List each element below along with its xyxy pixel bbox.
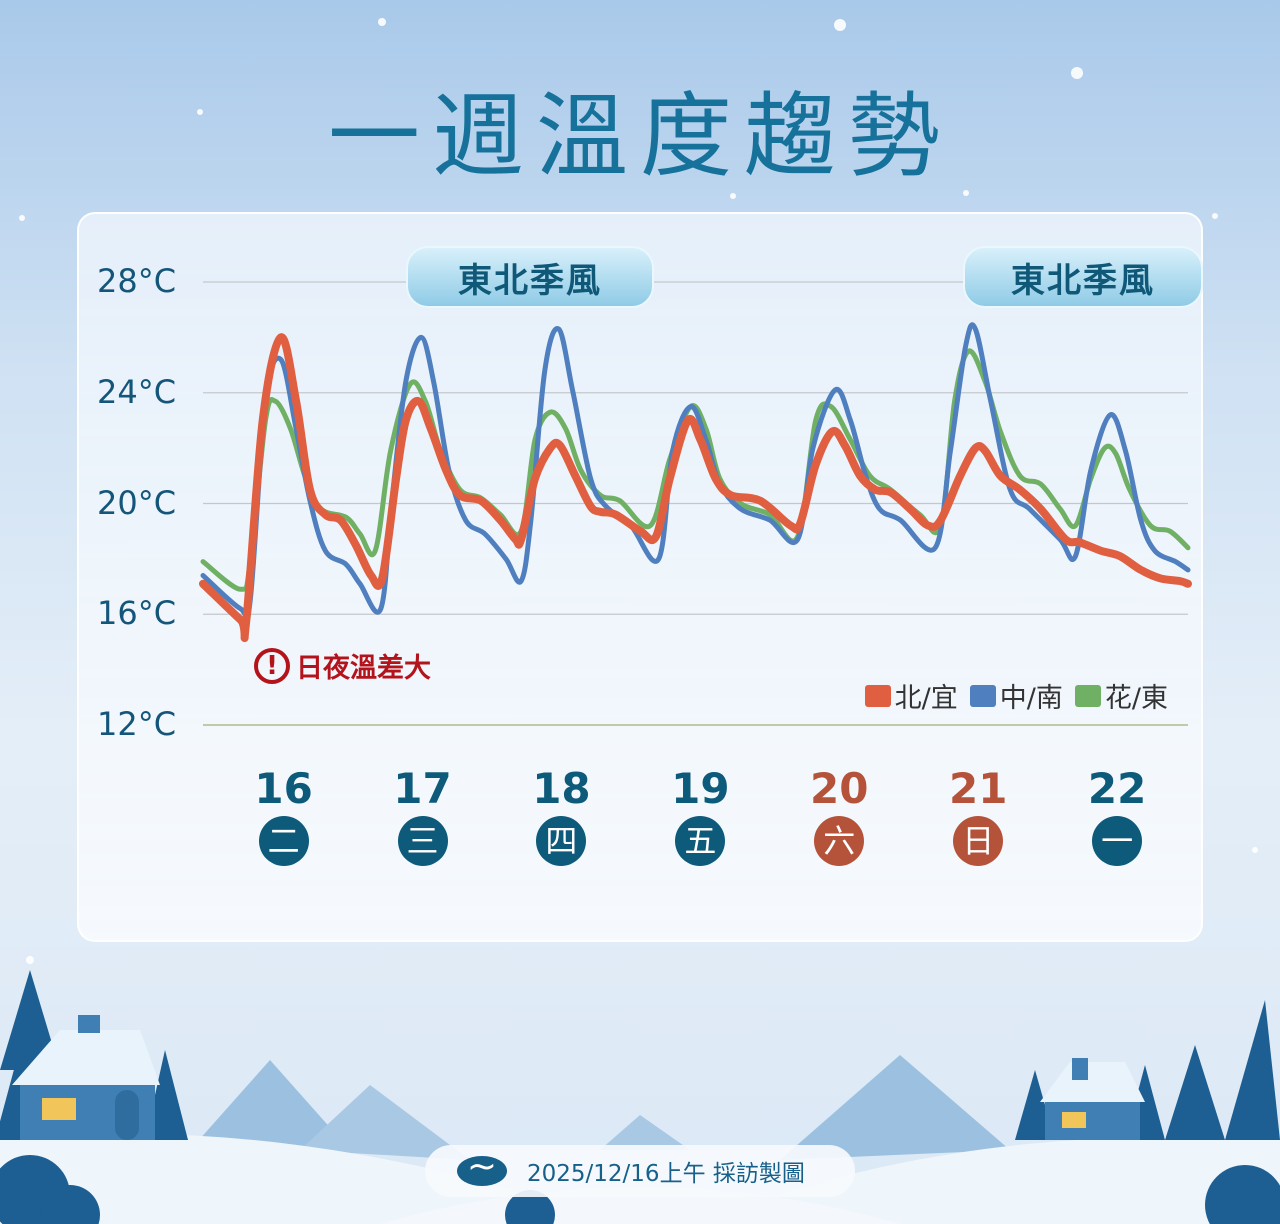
legend-swatch — [969, 684, 996, 707]
x-tick-day: 22 一 — [1072, 764, 1162, 866]
exclamation-circle-icon: ! — [254, 647, 290, 684]
series-line-2 — [200, 348, 1191, 592]
x-tick-day: 21 日 — [933, 764, 1023, 866]
legend-item: 花/東 — [1074, 676, 1168, 715]
legend-label: 北/宜 — [894, 683, 958, 714]
series-line-1 — [200, 322, 1191, 622]
weekday-circle: 六 — [814, 816, 865, 866]
weekday-circle: 四 — [536, 816, 587, 866]
x-tick-day: 17 三 — [378, 764, 468, 866]
day-number: 20 — [810, 764, 869, 813]
mountains — [190, 1055, 1010, 1160]
house-left — [12, 1015, 160, 1140]
y-tick-label: 20°C — [97, 483, 177, 522]
y-tick-label: 16°C — [97, 594, 177, 633]
day-number: 16 — [254, 764, 313, 813]
monsoon-badge: 東北季風 — [963, 246, 1203, 308]
y-tick-label: 24°C — [97, 372, 177, 411]
x-tick-day: 18 四 — [516, 764, 606, 866]
legend: 北/宜 中/南 花/東 — [864, 676, 1168, 715]
legend-swatch — [1074, 684, 1101, 707]
warning-text: 日夜溫差大 — [296, 653, 431, 684]
legend-label: 花/東 — [1104, 683, 1168, 714]
page-title: 一週溫度趨勢 — [327, 83, 952, 190]
weekday-circle: 三 — [397, 816, 448, 866]
series-line-0 — [199, 333, 1192, 643]
day-number: 18 — [532, 764, 591, 813]
legend-item: 北/宜 — [864, 676, 958, 715]
x-tick-day: 20 六 — [794, 764, 884, 866]
day-number: 22 — [1087, 764, 1147, 813]
day-number: 17 — [393, 764, 452, 813]
day-number: 19 — [671, 764, 730, 813]
temperature-difference-warning: ! 日夜溫差大 — [254, 646, 431, 685]
chart-panel — [77, 212, 1203, 942]
x-tick-day: 19 五 — [655, 764, 745, 866]
weekday-circle: 日 — [953, 816, 1004, 866]
monsoon-badge: 東北季風 — [406, 246, 654, 308]
y-tick-label: 28°C — [97, 262, 177, 300]
day-number: 21 — [948, 764, 1008, 813]
house-right — [1040, 1058, 1145, 1140]
footer-text: 2025/12/16上午 採訪製圖 — [527, 1161, 805, 1187]
agency-logo — [457, 1146, 507, 1187]
x-tick-day: 16 二 — [239, 764, 329, 866]
bushes — [0, 1155, 1280, 1224]
legend-item: 中/南 — [969, 676, 1063, 715]
legend-swatch — [864, 684, 891, 707]
weekday-circle: 五 — [675, 816, 726, 866]
y-tick-label: 12°C — [97, 705, 177, 743]
weekday-circle: 一 — [1092, 816, 1143, 866]
legend-label: 中/南 — [999, 683, 1063, 714]
weekday-circle: 二 — [258, 816, 309, 866]
footer-credit: 2025/12/16上午 採訪製圖 — [425, 1145, 855, 1197]
